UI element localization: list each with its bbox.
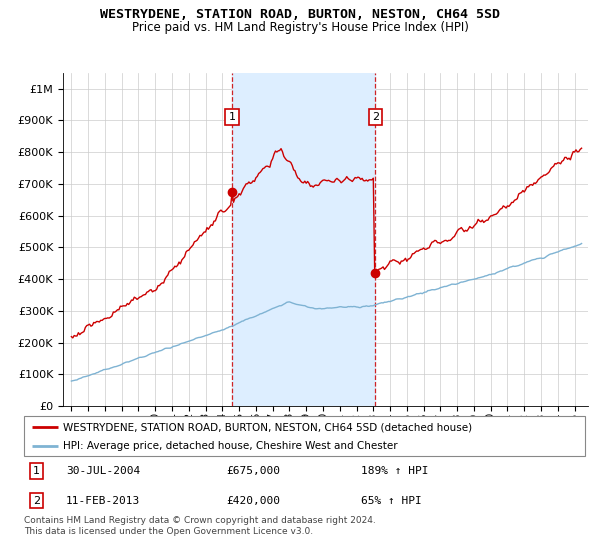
Text: WESTRYDENE, STATION ROAD, BURTON, NESTON, CH64 5SD: WESTRYDENE, STATION ROAD, BURTON, NESTON… <box>100 8 500 21</box>
Text: Contains HM Land Registry data © Crown copyright and database right 2024.
This d: Contains HM Land Registry data © Crown c… <box>24 516 376 536</box>
Text: 2: 2 <box>33 496 40 506</box>
Text: 11-FEB-2013: 11-FEB-2013 <box>66 496 140 506</box>
Text: Price paid vs. HM Land Registry's House Price Index (HPI): Price paid vs. HM Land Registry's House … <box>131 21 469 34</box>
Text: 30-JUL-2004: 30-JUL-2004 <box>66 466 140 476</box>
Text: 65% ↑ HPI: 65% ↑ HPI <box>361 496 421 506</box>
Text: WESTRYDENE, STATION ROAD, BURTON, NESTON, CH64 5SD (detached house): WESTRYDENE, STATION ROAD, BURTON, NESTON… <box>63 422 472 432</box>
Text: £420,000: £420,000 <box>226 496 280 506</box>
Text: 1: 1 <box>33 466 40 476</box>
Bar <box>232 73 376 406</box>
Text: 189% ↑ HPI: 189% ↑ HPI <box>361 466 428 476</box>
Text: 1: 1 <box>229 112 236 122</box>
Text: HPI: Average price, detached house, Cheshire West and Chester: HPI: Average price, detached house, Ches… <box>63 441 398 451</box>
Text: 2: 2 <box>372 112 379 122</box>
Text: £675,000: £675,000 <box>226 466 280 476</box>
